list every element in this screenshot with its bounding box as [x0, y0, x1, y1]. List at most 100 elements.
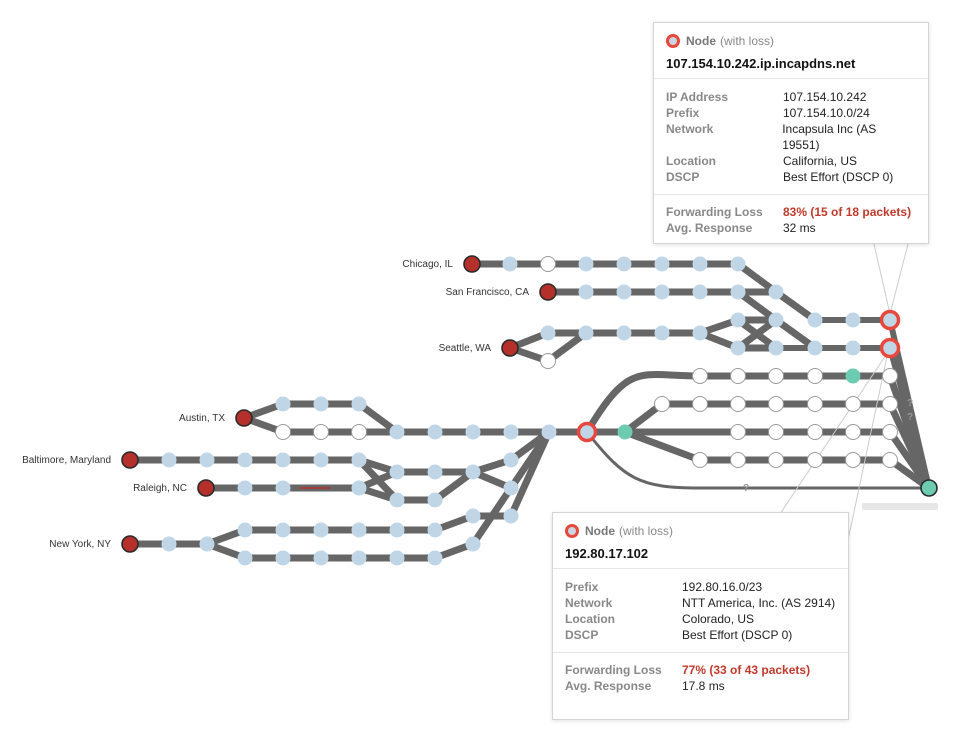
- highlight-node[interactable]: [845, 368, 861, 384]
- hop-node[interactable]: [465, 424, 481, 440]
- hop-node[interactable]: [389, 492, 405, 508]
- hop-node[interactable]: [807, 312, 823, 328]
- hop-node[interactable]: [427, 522, 443, 538]
- hop-node[interactable]: [427, 550, 443, 566]
- unresponsive-hop-node[interactable]: [275, 424, 291, 440]
- hop-node[interactable]: [465, 536, 481, 552]
- hop-node[interactable]: [616, 256, 632, 272]
- hop-node[interactable]: [768, 284, 784, 300]
- unresponsive-hop-node[interactable]: [730, 424, 746, 440]
- unresponsive-hop-node[interactable]: [768, 424, 784, 440]
- hop-node[interactable]: [768, 312, 784, 328]
- agent-node-san-francisco[interactable]: [539, 283, 557, 301]
- agent-node-seattle[interactable]: [501, 339, 519, 357]
- hop-node[interactable]: [351, 522, 367, 538]
- hop-node[interactable]: [199, 452, 215, 468]
- agent-node-raleigh[interactable]: [197, 479, 215, 497]
- hop-node[interactable]: [275, 396, 291, 412]
- unresponsive-hop-node[interactable]: [845, 452, 861, 468]
- loss-node-incapsula[interactable]: [879, 309, 901, 331]
- hop-node[interactable]: [578, 256, 594, 272]
- unresponsive-hop-node[interactable]: [882, 396, 898, 412]
- hop-node[interactable]: [313, 396, 329, 412]
- hop-node[interactable]: [768, 340, 784, 356]
- hop-node[interactable]: [199, 536, 215, 552]
- unresponsive-hop-node[interactable]: [730, 368, 746, 384]
- hop-node[interactable]: [578, 284, 594, 300]
- hop-node[interactable]: [237, 550, 253, 566]
- hop-node[interactable]: [845, 340, 861, 356]
- hop-node[interactable]: [502, 256, 518, 272]
- hop-node[interactable]: [541, 424, 557, 440]
- hop-node[interactable]: [616, 325, 632, 341]
- hop-node[interactable]: [161, 452, 177, 468]
- hop-node[interactable]: [275, 452, 291, 468]
- hop-node[interactable]: [351, 550, 367, 566]
- hop-node[interactable]: [351, 480, 367, 496]
- hop-node[interactable]: [351, 452, 367, 468]
- destination-node[interactable]: [920, 479, 938, 497]
- hop-node[interactable]: [503, 508, 519, 524]
- loss-node-upper[interactable]: [879, 337, 901, 359]
- unresponsive-hop-node[interactable]: [882, 368, 898, 384]
- unresponsive-hop-node[interactable]: [768, 368, 784, 384]
- hop-node[interactable]: [351, 396, 367, 412]
- unresponsive-hop-node[interactable]: [845, 396, 861, 412]
- hop-node[interactable]: [389, 424, 405, 440]
- hop-node[interactable]: [730, 284, 746, 300]
- hop-node[interactable]: [692, 325, 708, 341]
- hop-node[interactable]: [275, 522, 291, 538]
- hop-node[interactable]: [465, 464, 481, 480]
- unresponsive-hop-node[interactable]: [540, 353, 556, 369]
- hop-node[interactable]: [730, 340, 746, 356]
- hop-node[interactable]: [161, 536, 177, 552]
- hop-node[interactable]: [654, 284, 670, 300]
- unresponsive-hop-node[interactable]: [882, 424, 898, 440]
- hop-node[interactable]: [427, 492, 443, 508]
- unresponsive-hop-node[interactable]: [692, 368, 708, 384]
- hop-node[interactable]: [465, 508, 481, 524]
- hop-node[interactable]: [427, 464, 443, 480]
- highlight-node[interactable]: [617, 424, 633, 440]
- hop-node[interactable]: [654, 325, 670, 341]
- unresponsive-hop-node[interactable]: [313, 424, 329, 440]
- agent-node-baltimore[interactable]: [121, 451, 139, 469]
- agent-node-chicago[interactable]: [463, 255, 481, 273]
- hop-node[interactable]: [503, 452, 519, 468]
- hop-node[interactable]: [616, 284, 632, 300]
- hop-node[interactable]: [503, 424, 519, 440]
- unresponsive-hop-node[interactable]: [730, 396, 746, 412]
- unresponsive-hop-node[interactable]: [807, 452, 823, 468]
- hop-node[interactable]: [692, 256, 708, 272]
- hop-node[interactable]: [313, 522, 329, 538]
- hop-node[interactable]: [540, 325, 556, 341]
- agent-node-new-york[interactable]: [121, 535, 139, 553]
- unresponsive-hop-node[interactable]: [654, 396, 670, 412]
- hop-node[interactable]: [427, 424, 443, 440]
- hop-node[interactable]: [692, 284, 708, 300]
- hop-node[interactable]: [237, 480, 253, 496]
- hop-node[interactable]: [845, 312, 861, 328]
- hop-node[interactable]: [313, 452, 329, 468]
- unresponsive-hop-node[interactable]: [768, 452, 784, 468]
- unresponsive-hop-node[interactable]: [692, 396, 708, 412]
- agent-node-austin[interactable]: [235, 409, 253, 427]
- unresponsive-hop-node[interactable]: [540, 256, 556, 272]
- unresponsive-hop-node[interactable]: [882, 452, 898, 468]
- hop-node[interactable]: [654, 256, 670, 272]
- loss-node-ntt[interactable]: [576, 421, 598, 443]
- unresponsive-hop-node[interactable]: [692, 452, 708, 468]
- unresponsive-hop-node[interactable]: [845, 424, 861, 440]
- hop-node[interactable]: [275, 480, 291, 496]
- hop-node[interactable]: [730, 312, 746, 328]
- hop-node[interactable]: [389, 550, 405, 566]
- hop-node[interactable]: [237, 522, 253, 538]
- hop-node[interactable]: [578, 325, 594, 341]
- hop-node[interactable]: [807, 340, 823, 356]
- hop-node[interactable]: [237, 452, 253, 468]
- hop-node[interactable]: [313, 550, 329, 566]
- hop-node[interactable]: [730, 256, 746, 272]
- unresponsive-hop-node[interactable]: [768, 396, 784, 412]
- hop-node[interactable]: [389, 464, 405, 480]
- hop-node[interactable]: [389, 522, 405, 538]
